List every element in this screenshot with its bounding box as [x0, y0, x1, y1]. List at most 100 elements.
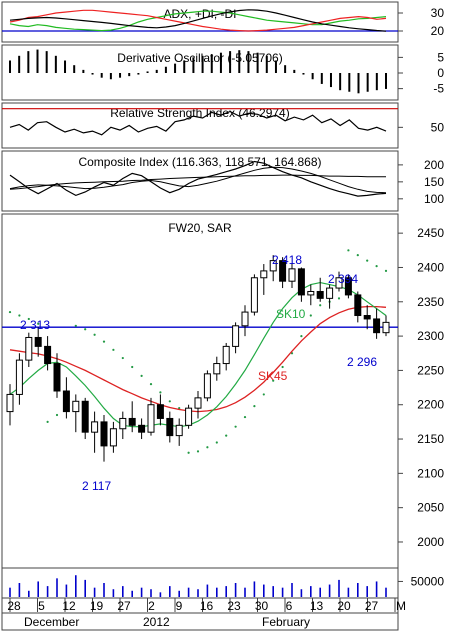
composite-axis-tick-label: 150	[424, 175, 444, 189]
sar-dot	[300, 334, 303, 338]
sar-dot	[253, 404, 256, 408]
x-tick-label: 16	[200, 599, 214, 613]
candle-body	[185, 407, 193, 426]
month-label-february: February	[262, 615, 310, 629]
adx-axis-tick-label: 20	[431, 24, 445, 38]
sar-dot	[196, 450, 200, 453]
sar-dot	[309, 314, 312, 317]
annotation-2394: 2 394	[328, 272, 358, 286]
candle-body	[269, 260, 277, 272]
x-tick-label: 13	[310, 599, 324, 613]
minus-di-line	[9, 9, 387, 32]
candle-body	[316, 290, 324, 299]
adx-axis-tick-label: 30	[431, 6, 445, 20]
x-tick-label: 9	[176, 599, 183, 613]
axes: 20 30 -5 0 5 50 100 150 200 2000 2050 2100 2150 2200 2…	[2, 6, 445, 614]
candle-body	[91, 421, 99, 433]
adx-title: ADX, +DI, -DI	[163, 7, 236, 21]
candle-body	[53, 363, 61, 392]
x-tick-label: 19	[90, 599, 104, 613]
sar-dot	[37, 322, 40, 325]
x-tick-label: 2	[148, 599, 155, 613]
sar-dot	[187, 451, 190, 454]
candle-body	[128, 417, 136, 426]
candle-body	[100, 421, 108, 447]
sar-dot	[234, 425, 237, 428]
rsi-panel	[1, 102, 399, 149]
composite-axis-tick-label: 200	[424, 158, 444, 172]
candle-body	[72, 400, 80, 413]
candle-body	[382, 321, 390, 334]
volume-axis-tick-label: 50000	[411, 574, 445, 588]
candle-body	[81, 400, 89, 433]
candle-body	[279, 260, 287, 282]
candle-body	[326, 287, 334, 299]
sar-dot	[262, 393, 265, 396]
candle-body	[119, 417, 127, 430]
candle-body	[297, 268, 305, 296]
sar-dot	[384, 269, 388, 273]
price-title: FW20, SAR	[168, 221, 232, 235]
sar-dot	[102, 340, 106, 343]
price-axis-tick-label: 2000	[417, 535, 444, 549]
candle-body	[222, 345, 230, 365]
candle-body	[363, 315, 371, 320]
sar-dot	[18, 314, 21, 317]
sar-dot	[375, 264, 378, 268]
sar-dot	[347, 249, 350, 252]
sar-dot	[84, 328, 87, 331]
candle-body	[138, 424, 146, 433]
candle-body	[260, 270, 268, 279]
sar-dot	[178, 407, 181, 410]
price-panel	[1, 213, 399, 569]
candle-body	[250, 277, 258, 313]
sar-dot	[159, 391, 162, 394]
price-axis-tick-label: 2200	[417, 398, 444, 412]
candle-body	[241, 311, 249, 327]
x-tick-label: 23	[227, 599, 241, 613]
candle-body	[44, 345, 52, 365]
sar-dot	[27, 317, 30, 321]
candle-body	[232, 325, 240, 347]
candle-body	[213, 363, 221, 375]
annotation-2418: 2 418	[272, 253, 302, 267]
price-axis-tick-label: 2250	[417, 363, 444, 377]
candle-body	[373, 318, 381, 334]
x-tick-label: 12	[62, 599, 76, 613]
adx-line	[9, 9, 387, 32]
deriv-axis-tick-label: -5	[433, 82, 444, 96]
rsi-series	[2, 108, 398, 136]
adx-series	[2, 9, 398, 32]
sar-dot	[112, 348, 115, 351]
sar-dot	[149, 383, 153, 386]
sar-dot	[93, 333, 96, 336]
annotation-2117: 2 117	[82, 479, 111, 493]
rsi-title: Relative Strength Index (46.2974)	[110, 106, 289, 120]
candle-body	[147, 404, 155, 433]
price-axis-tick-label: 2050	[417, 501, 444, 515]
x-tick-label: 27	[365, 599, 379, 613]
sar-dot	[319, 304, 322, 307]
x-tick-label: 5	[38, 599, 45, 613]
rsi-line	[9, 110, 387, 136]
x-tick-label: 30	[255, 599, 269, 613]
candle-body	[156, 404, 164, 419]
price-axis-tick-label: 2400	[417, 260, 444, 274]
x-tick-label: 28	[7, 599, 21, 613]
sar-dot	[74, 324, 77, 327]
candle-body	[62, 390, 70, 413]
x-axis-panel	[1, 597, 399, 631]
adx-panel	[1, 1, 399, 43]
composite-series	[9, 160, 387, 197]
price-axis-tick-label: 2150	[417, 432, 444, 446]
candle-body	[194, 397, 202, 409]
price-axis-tick-label: 2350	[417, 295, 444, 309]
sar-dot	[225, 434, 228, 437]
composite-title: Composite Index (116.363, 118.571, 164.8…	[78, 155, 321, 169]
x-tick-label: 6	[286, 599, 293, 613]
price-axis-tick-label: 2100	[417, 466, 444, 480]
x-tick-label: 20	[337, 599, 351, 613]
rsi-axis-tick-label: 50	[431, 120, 445, 134]
label-sk10: SK10	[276, 307, 306, 321]
